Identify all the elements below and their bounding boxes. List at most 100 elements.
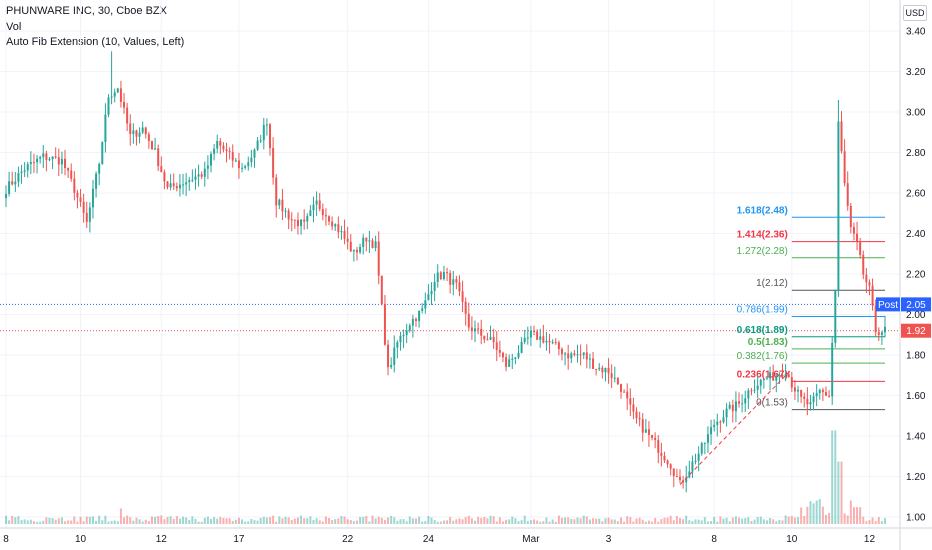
volume-bar [76, 521, 79, 524]
candle-body [110, 96, 113, 98]
candle-body [188, 180, 191, 183]
candle-body [296, 219, 299, 227]
volume-bar [362, 517, 365, 524]
candle-body [660, 452, 663, 456]
candle-body [352, 249, 355, 252]
candle-body [526, 337, 529, 339]
time-axis[interactable]: 8 10 12 17 22 24 Mar 3 8 10 12 [0, 527, 932, 545]
volume-bar [194, 518, 197, 524]
candle-body [831, 342, 834, 397]
volume-bar [486, 518, 489, 524]
volume-bar [551, 519, 554, 524]
candle-body [520, 341, 523, 353]
price-axis[interactable]: 1.00 1.20 1.40 1.60 1.80 2.00 2.20 2.40 2.60 2.80… [899, 0, 926, 550]
candle-body [610, 373, 613, 378]
candle-body [5, 194, 7, 199]
candle-body [234, 160, 237, 162]
candle-body [237, 160, 240, 169]
candle-body [399, 335, 402, 343]
candle-body [728, 404, 731, 409]
volume-bar [228, 518, 231, 524]
volume-bar [688, 520, 691, 524]
volume-bar [203, 517, 206, 524]
volume-bar [287, 517, 290, 524]
volume-bar [831, 430, 834, 524]
candle-body [328, 216, 331, 222]
candle-body [498, 349, 501, 353]
volume-bar [629, 517, 632, 524]
volume-bar [474, 520, 477, 524]
volume-bar [36, 521, 39, 524]
candle-body [433, 281, 436, 291]
price-tick-label: 3.40 [906, 27, 926, 38]
candle-body [88, 207, 91, 222]
volume-bar [14, 517, 17, 524]
candle-body [355, 249, 358, 253]
volume-bar [483, 516, 486, 524]
volume-bar [548, 521, 551, 524]
volume-bar [368, 521, 371, 524]
candle-body [477, 328, 480, 330]
candle-body [588, 358, 591, 360]
volume-bar [722, 518, 725, 524]
candle-body [595, 368, 598, 370]
candle-body [843, 151, 846, 184]
candle-body [731, 404, 734, 412]
volume-bar [337, 518, 340, 524]
volume-bar [501, 521, 504, 524]
volume-bar [533, 519, 536, 524]
candle-body [722, 417, 725, 423]
volume-bar [560, 517, 563, 524]
volume-bar [253, 520, 256, 524]
candle-body [324, 215, 327, 217]
candle-body [446, 272, 449, 274]
volume-bar [846, 515, 849, 524]
candle-body [868, 282, 871, 286]
candle-body [439, 272, 442, 280]
volume-bar [697, 519, 700, 524]
candle-body [374, 241, 377, 248]
candle-body [455, 279, 458, 283]
candle-body [157, 148, 160, 167]
volume-bar [818, 499, 821, 524]
volume-bar [511, 516, 514, 524]
volume-bar [296, 517, 299, 524]
volume-bar [505, 519, 508, 524]
candle-body [741, 403, 744, 405]
volume-bar [421, 521, 424, 524]
candle-body [703, 442, 706, 444]
volume-histogram [5, 430, 886, 524]
candle-body [32, 162, 35, 164]
candle-body [579, 354, 582, 356]
candle-body [101, 142, 104, 164]
candle-body [576, 354, 579, 356]
volume-bar [654, 517, 657, 524]
candle-body [107, 97, 110, 115]
candle-body [436, 272, 439, 282]
candle-body [414, 318, 417, 322]
candle-body [250, 157, 253, 163]
candle-body [244, 166, 247, 168]
volume-bar [371, 515, 374, 524]
volume-bar [716, 521, 719, 524]
volume-bar [377, 516, 380, 524]
candle-body [679, 476, 682, 481]
candle-body [259, 140, 262, 142]
volume-bar [660, 519, 663, 524]
candle-body [675, 476, 678, 478]
volume-bar [8, 520, 11, 524]
fib-level-label: 0.618(1.89) [737, 325, 788, 336]
candle-body [185, 182, 188, 185]
volume-bar [793, 517, 796, 524]
volume-bar [489, 515, 492, 524]
indicator-label[interactable]: Auto Fib Extension (10, Values, Left) [6, 36, 185, 48]
volume-bar [557, 515, 560, 524]
candle-body [172, 183, 175, 187]
candle-body [312, 204, 315, 211]
volume-bar [790, 516, 793, 524]
currency-button[interactable]: USD [903, 5, 927, 21]
volume-bar [5, 515, 7, 524]
volume-bar [862, 516, 865, 524]
candle-body [750, 390, 753, 392]
